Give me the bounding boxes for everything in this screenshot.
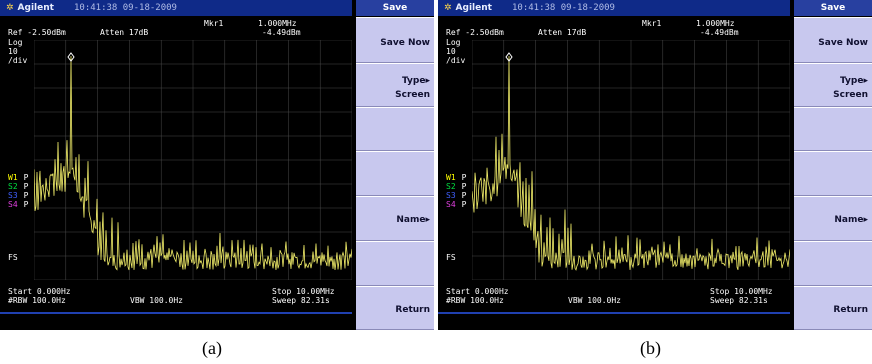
softkey-blank-3[interactable] (794, 241, 872, 286)
scale-unit: /div (446, 56, 466, 65)
brand-logo: ✲ Agilent (444, 0, 492, 16)
caption-b: (b) (640, 338, 661, 358)
title-bar: ✲ Agilent 10:41:38 09-18-2009 (438, 0, 790, 16)
agilent-star-icon: ✲ (6, 3, 14, 13)
trace-label-2: S2 P (446, 182, 467, 191)
stop-frequency: Stop 10.00MHz (272, 287, 335, 296)
scale-type: Log (446, 38, 461, 47)
attenuation: Atten 17dB (538, 28, 587, 37)
datetime: 10:41:38 09-18-2009 (512, 3, 615, 13)
softkey-type[interactable]: Type▸ Screen (794, 63, 872, 107)
title-bar: ✲ Agilent 10:41:38 09-18-2009 (0, 0, 352, 16)
marker-frequency: 1.000MHz (696, 19, 735, 28)
softkey-name[interactable]: Name▸ (794, 196, 872, 241)
trace-label-1: W1 P (8, 173, 29, 182)
analyzer-screen-b: ✲ Agilent 10:41:38 09-18-2009 Save Mkr1 1… (438, 0, 872, 330)
spectrum-plot (472, 40, 790, 280)
attenuation: Atten 17dB (100, 28, 149, 37)
graticule (472, 40, 790, 280)
start-frequency: Start 0.000Hz (8, 287, 71, 296)
datetime: 10:41:38 09-18-2009 (74, 3, 177, 13)
rbw: #RBW 100.0Hz (8, 296, 66, 305)
menu-title: Save (356, 0, 434, 16)
marker-diamond-icon (67, 52, 75, 62)
start-frequency: Start 0.000Hz (446, 287, 509, 296)
spectrum-plot (34, 40, 352, 280)
trace-label-4: S4 P (446, 200, 467, 209)
softkey-save-now[interactable]: Save Now (356, 17, 434, 63)
softkey-blank-1[interactable] (794, 107, 872, 151)
sweep-time: Sweep 82.31s (272, 296, 330, 305)
brand-name: Agilent (455, 3, 492, 13)
softkey-type[interactable]: Type▸ Screen (356, 63, 434, 107)
softkey-blank-1[interactable] (356, 107, 434, 151)
fs-label: FS (8, 253, 18, 262)
vbw: VBW 100.0Hz (130, 296, 183, 305)
status-line (0, 312, 352, 314)
trace-label-3: S3 P (446, 191, 467, 200)
graticule (34, 40, 352, 280)
softkey-save-now[interactable]: Save Now (794, 17, 872, 63)
softkey-name[interactable]: Name▸ (356, 196, 434, 241)
reference-level: Ref -2.50dBm (446, 28, 504, 37)
agilent-star-icon: ✲ (444, 3, 452, 13)
fs-label: FS (446, 253, 456, 262)
softkey-return[interactable]: Return (356, 286, 434, 330)
softkey-blank-2[interactable] (794, 151, 872, 196)
marker-diamond-icon (505, 52, 513, 62)
softkey-blank-3[interactable] (356, 241, 434, 286)
spectrum-trace (34, 55, 352, 271)
rbw: #RBW 100.0Hz (446, 296, 504, 305)
scale-unit: /div (8, 56, 28, 65)
spectrum-trace (472, 55, 790, 271)
brand-name: Agilent (17, 3, 54, 13)
trace-label-3: S3 P (8, 191, 29, 200)
reference-level: Ref -2.50dBm (8, 28, 66, 37)
softkey-panel: Save Now Type▸ Screen Name▸ Return (356, 17, 434, 330)
scale-value: 10 (8, 47, 18, 56)
scale-value: 10 (446, 47, 456, 56)
trace-label-4: S4 P (8, 200, 29, 209)
brand-logo: ✲ Agilent (6, 0, 54, 16)
marker-label: Mkr1 (204, 19, 224, 28)
analyzer-screen-a: ✲ Agilent 10:41:38 09-18-2009 Save Mkr1 1… (0, 0, 434, 330)
softkey-blank-2[interactable] (356, 151, 434, 196)
caption-a: (a) (202, 338, 222, 358)
marker-frequency: 1.000MHz (258, 19, 297, 28)
sweep-time: Sweep 82.31s (710, 296, 768, 305)
vbw: VBW 100.0Hz (568, 296, 621, 305)
marker-label: Mkr1 (642, 19, 662, 28)
softkey-panel: Save Now Type▸ Screen Name▸ Return (794, 17, 872, 330)
scale-type: Log (8, 38, 23, 47)
marker-amplitude: -4.49dBm (700, 28, 739, 37)
status-line (438, 312, 790, 314)
menu-title: Save (794, 0, 872, 16)
softkey-return[interactable]: Return (794, 286, 872, 330)
trace-label-2: S2 P (8, 182, 29, 191)
trace-label-1: W1 P (446, 173, 467, 182)
marker-amplitude: -4.49dBm (262, 28, 301, 37)
stop-frequency: Stop 10.00MHz (710, 287, 773, 296)
